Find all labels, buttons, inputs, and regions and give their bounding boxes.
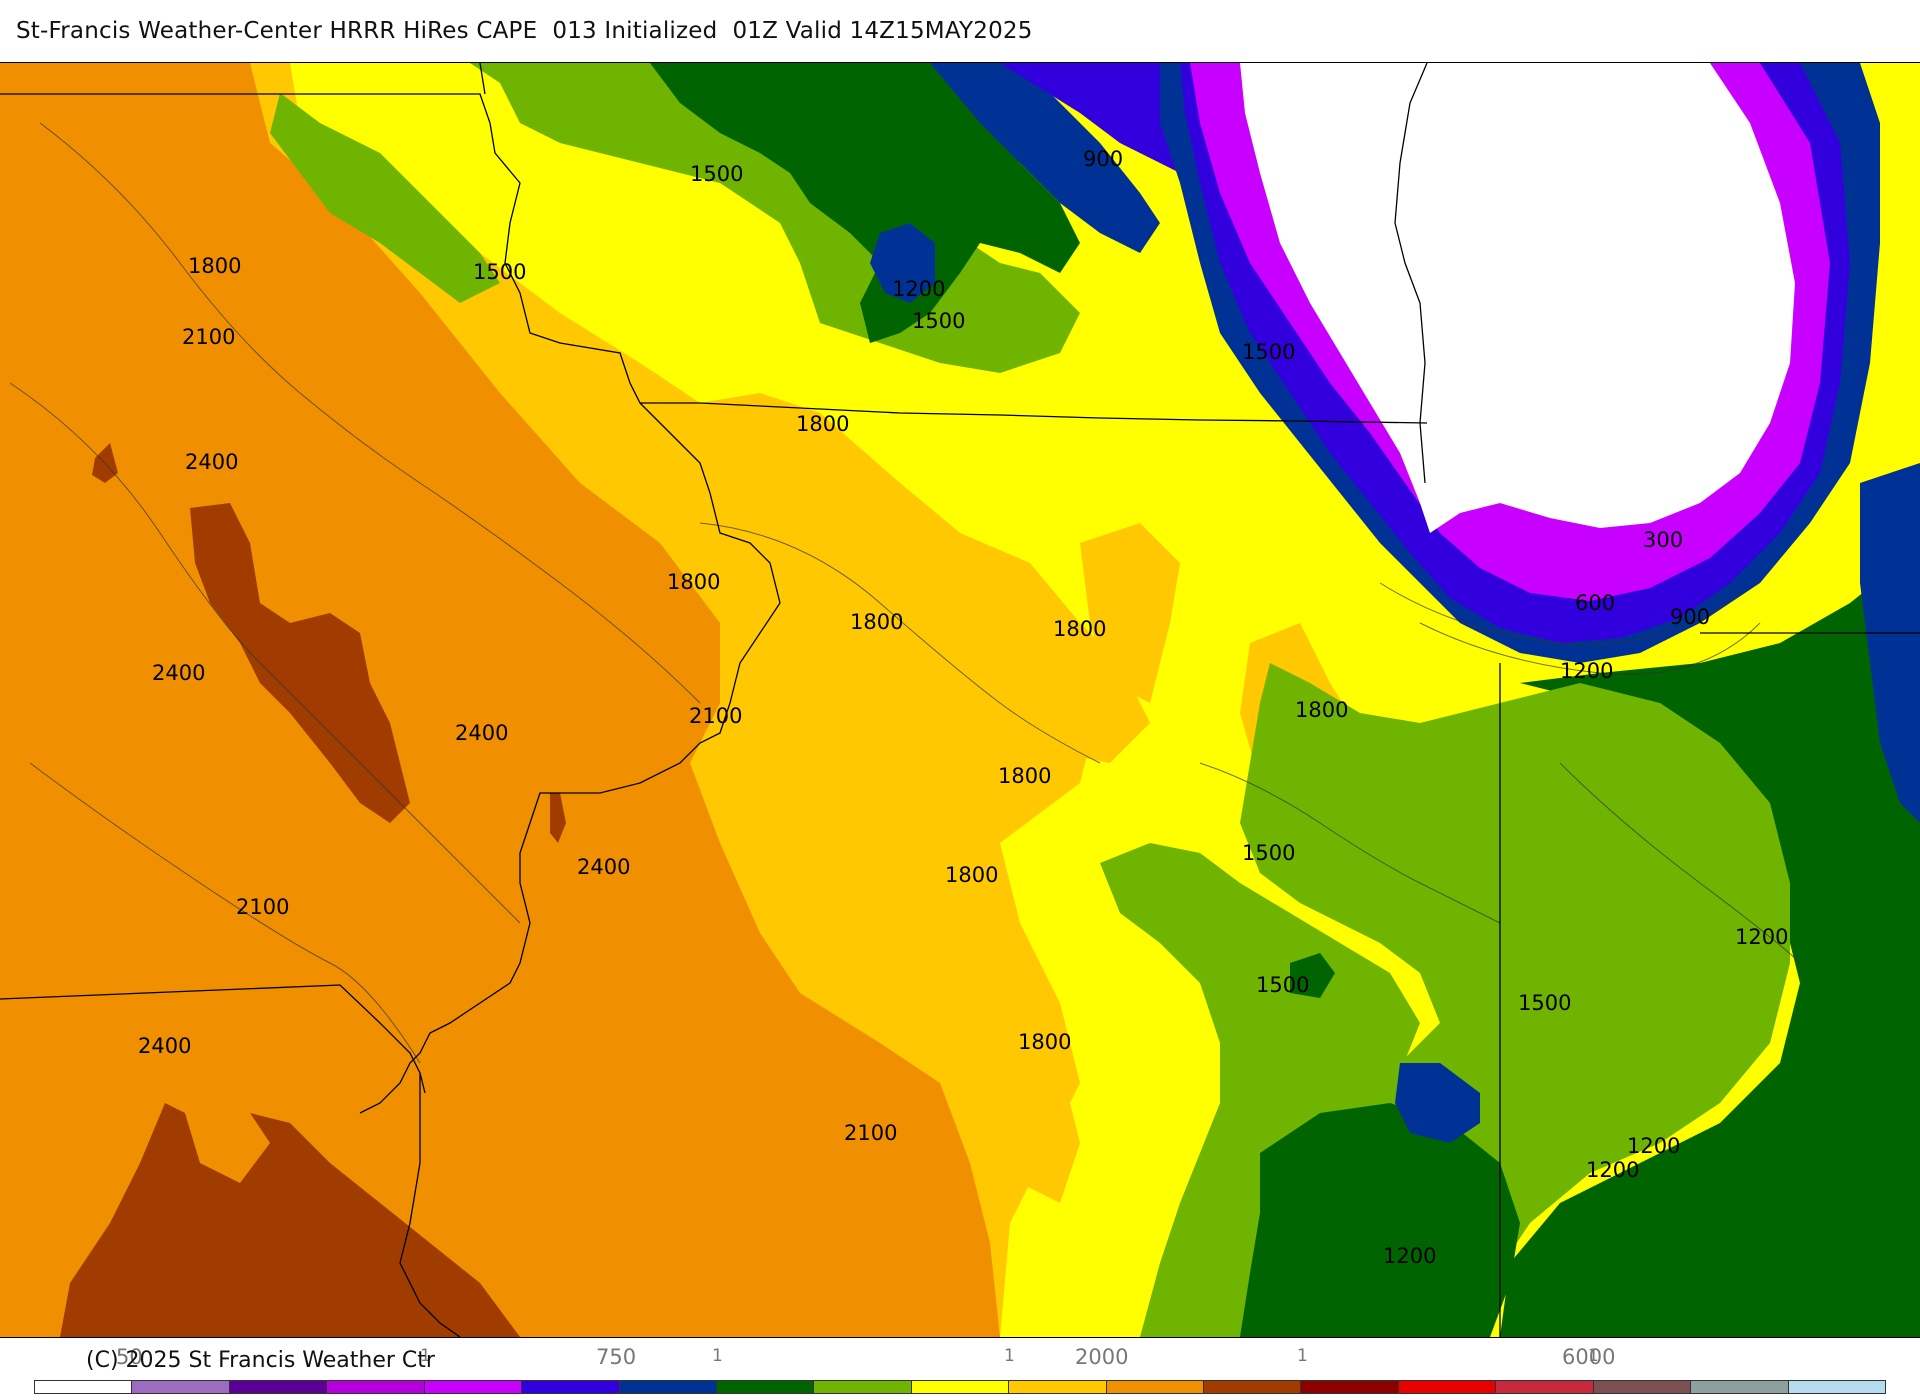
contour-label: 1800 (1018, 1030, 1071, 1054)
contour-label: 1500 (1242, 340, 1295, 364)
contour-label: 1800 (1295, 698, 1348, 722)
colorbar-tick-label: 50 (116, 1345, 143, 1369)
colorbar-segment (229, 1381, 328, 1393)
colorbar-tick-glyph: 1 (712, 1346, 723, 1366)
contour-label: 1800 (667, 570, 720, 594)
colorbar-segment (35, 1381, 133, 1393)
cape-band-red-south (60, 1103, 520, 1337)
colorbar-segment (327, 1381, 425, 1393)
contour-lines (9, 122, 1801, 1064)
colorbar-segment (132, 1381, 230, 1393)
cape-band-darkgreen-east (1500, 543, 1920, 1337)
contour-label: 1800 (850, 610, 903, 634)
contour-label: 2100 (689, 704, 742, 728)
cape-band-orange-east (840, 483, 1150, 763)
contour-label: 2400 (455, 721, 508, 745)
contour-label: 1500 (912, 309, 965, 333)
contour-label: 1500 (1518, 991, 1571, 1015)
copyright-text: (C) 2025 St Francis Weather Ctr (86, 1348, 435, 1373)
colorbar-tick-glyph: 1 (420, 1346, 431, 1366)
colorbar-segment (424, 1381, 523, 1393)
contour-label: 2100 (236, 895, 289, 919)
colorbar-segment (1106, 1381, 1205, 1393)
contour-label: 300 (1643, 528, 1683, 552)
cape-band-orange-south (960, 1023, 1080, 1203)
contour-label: 1800 (998, 764, 1051, 788)
cape-band-red-1 (190, 503, 410, 823)
cape-band-green-central (1100, 843, 1420, 1337)
colorbar-segment (1009, 1381, 1107, 1393)
cape-band-darkgreen-small (1290, 953, 1335, 998)
cape-band-blue-south (1395, 1063, 1480, 1143)
contour-labels: 1500 900 1800 1500 1200 1500 2100 1500 1… (138, 147, 1788, 1268)
lake-michigan (1240, 63, 1795, 533)
colorbar-segment (1593, 1381, 1692, 1393)
contour-label: 1200 (1627, 1134, 1680, 1158)
contour-label: 900 (1670, 605, 1710, 629)
contour-label: 1200 (1383, 1244, 1436, 1268)
cape-band-red-3 (550, 793, 566, 843)
colorbar-segment (814, 1381, 912, 1393)
colorbar-tick-label: 6000 (1562, 1345, 1616, 1369)
cape-band-deep-orange (0, 63, 1000, 1337)
contour-label: 1800 (188, 254, 241, 278)
colorbar-tick-glyph: 1 (1588, 1346, 1599, 1366)
contour-label: 900 (1083, 147, 1123, 171)
colorbar-tick-label: 2000 (1075, 1345, 1129, 1369)
cape-colorbar (34, 1380, 1886, 1394)
contour-label: 2400 (577, 855, 630, 879)
colorbar-segment (1204, 1381, 1302, 1393)
cape-band-blue-north (930, 63, 1160, 253)
colorbar-tick-label: 750 (596, 1345, 637, 1369)
contour-label: 1500 (1242, 841, 1295, 865)
cape-band-darkgreen-north (650, 63, 1080, 343)
colorbar-segment (619, 1381, 717, 1393)
cape-band-orange-east-3 (1080, 523, 1180, 703)
map-title: St-Francis Weather-Center HRRR HiRes CAP… (16, 18, 1033, 44)
cape-band-blue-east (1860, 463, 1920, 823)
colorbar-segment (522, 1381, 620, 1393)
contour-label: 1200 (1735, 925, 1788, 949)
contour-label: 600 (1575, 591, 1615, 615)
contour-label: 1200 (1586, 1158, 1639, 1182)
contour-label: 1200 (1560, 659, 1613, 683)
colorbar-tick-glyph: 1 (1297, 1346, 1308, 1366)
colorbar-segment (1788, 1381, 1886, 1393)
cape-map: 1500 900 1800 1500 1200 1500 2100 1500 1… (0, 62, 1920, 1338)
colorbar-segment (911, 1381, 1010, 1393)
contour-label: 2400 (138, 1034, 191, 1058)
colorbar-segment (716, 1381, 815, 1393)
cape-map-canvas: 1500 900 1800 1500 1200 1500 2100 1500 1… (0, 63, 1920, 1337)
state-boundaries (0, 63, 1920, 1337)
contour-label: 1800 (1053, 617, 1106, 641)
colorbar-segment (1301, 1381, 1399, 1393)
colorbar-tick-glyph: 1 (1004, 1346, 1015, 1366)
contour-label: 2100 (844, 1121, 897, 1145)
contour-label: 2100 (182, 325, 235, 349)
contour-label: 2400 (185, 450, 238, 474)
contour-label: 1500 (690, 162, 743, 186)
colorbar-segment (1398, 1381, 1497, 1393)
contour-label: 1800 (945, 863, 998, 887)
contour-label: 1500 (1256, 973, 1309, 997)
contour-label: 1800 (796, 412, 849, 436)
colorbar-segment (1496, 1381, 1594, 1393)
contour-label: 1200 (892, 277, 945, 301)
contour-label: 2400 (152, 661, 205, 685)
cape-band-blue-blob (870, 223, 935, 303)
colorbar-segment (1691, 1381, 1789, 1393)
cape-band-darkgreen-south (1240, 1103, 1520, 1337)
contour-label: 1500 (473, 260, 526, 284)
